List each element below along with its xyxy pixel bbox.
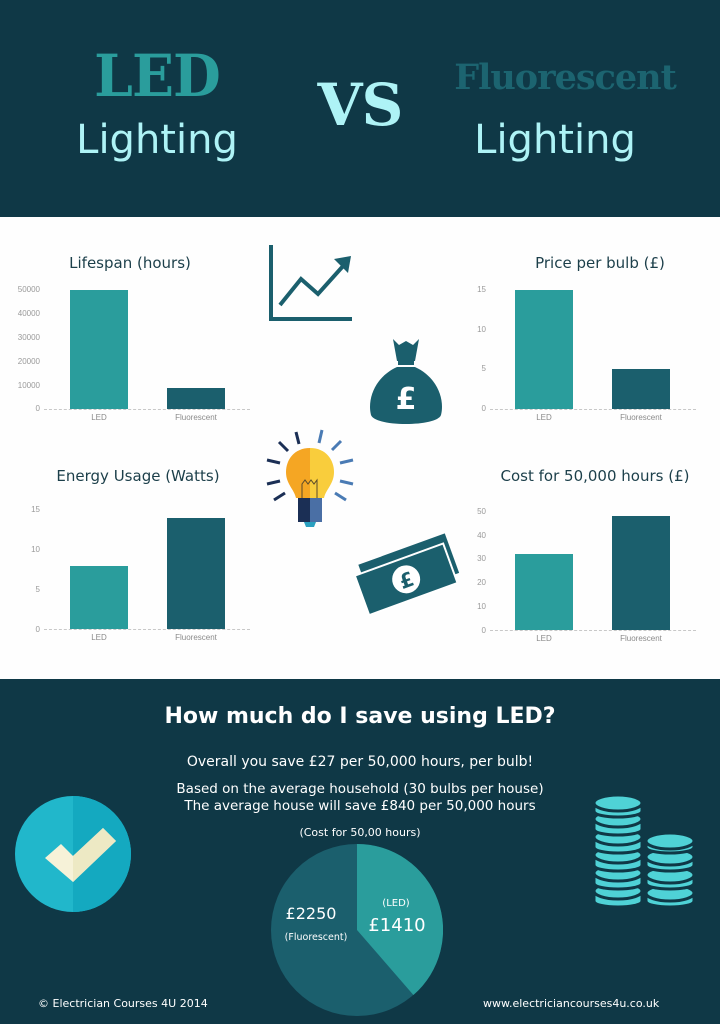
bar-led: [70, 566, 128, 629]
x-axis-baseline: [490, 630, 696, 631]
light-bulb-icon: [266, 429, 354, 527]
chart-title: Cost for 50,000 hours (£): [500, 467, 690, 485]
bar-fluorescent: [167, 518, 225, 629]
x-axis-baseline: [44, 629, 250, 630]
x-axis-baseline: [44, 409, 250, 410]
y-tick: 40000: [17, 309, 40, 318]
x-label-led: LED: [91, 633, 107, 642]
x-label-fluorescent: Fluorescent: [620, 413, 662, 422]
x-axis-baseline: [490, 409, 696, 410]
y-tick: 10: [31, 545, 40, 554]
header-banner: [0, 0, 720, 217]
y-tick: 50: [477, 507, 486, 516]
y-tick: 10000: [17, 381, 40, 390]
y-tick: 0: [35, 625, 40, 634]
x-label-led: LED: [91, 413, 107, 422]
bar-fluorescent: [612, 369, 670, 409]
chart-title: Lifespan (hours): [69, 254, 191, 272]
y-tick: 15: [31, 505, 40, 514]
energy-usage-chart: Energy Usage (Watts) 15 10 5 0 LED Fluor…: [0, 455, 260, 650]
y-tick: 50000: [17, 285, 40, 294]
x-label-led: LED: [536, 413, 552, 422]
pie-caption: (Cost for 50,00 hours): [299, 826, 421, 839]
y-tick: 0: [481, 626, 486, 635]
household-total-line: The average house will save £840 per 50,…: [184, 798, 536, 814]
led-title: LED: [94, 42, 221, 110]
pound-money-bag-icon: £: [370, 339, 442, 424]
chart-title: Energy Usage (Watts): [56, 467, 220, 485]
y-tick: 30000: [17, 333, 40, 342]
savings-heading: How much do I save using LED?: [164, 704, 556, 729]
checkmark-circle-icon: [15, 796, 131, 912]
y-tick: 0: [481, 404, 486, 413]
copyright-text: © Electrician Courses 4U 2014: [38, 997, 208, 1010]
y-tick: 30: [477, 554, 486, 563]
y-tick: 15: [477, 285, 486, 294]
pound-banknotes-icon: £: [353, 533, 460, 617]
cost-chart: Cost for 50,000 hours (£) 50 40 30 20 10…: [460, 455, 720, 650]
line-chart-up-icon: [269, 245, 352, 321]
y-tick: 20: [477, 578, 486, 587]
y-tick: 0: [35, 404, 40, 413]
x-label-fluorescent: Fluorescent: [175, 413, 217, 422]
y-tick: 40: [477, 531, 486, 540]
savings-per-bulb-text: Overall you save £27 per 50,000 hours, p…: [186, 754, 534, 770]
household-basis-line: Based on the average household (30 bulbs…: [176, 781, 544, 797]
chart-title: Price per bulb (£): [535, 254, 665, 272]
pie-slice-led: [357, 844, 443, 995]
x-label-led: LED: [536, 634, 552, 643]
pie-label-led: (LED): [382, 898, 410, 909]
pie-label-led-value: £1410: [368, 915, 426, 936]
bar-led: [515, 554, 573, 630]
website-link[interactable]: www.electriciancourses4u.co.uk: [483, 997, 660, 1010]
price-chart: Price per bulb (£) 15 10 5 0 LED Fluores…: [460, 240, 720, 430]
coin-stacks-icon: [592, 793, 696, 909]
pie-label-fluorescent-value: £2250: [285, 904, 337, 923]
fluorescent-title: Fluorescent: [454, 57, 677, 98]
lifespan-chart: Lifespan (hours) 50000 40000 30000 20000…: [0, 240, 260, 430]
y-tick: 10: [477, 325, 486, 334]
bar-fluorescent: [167, 388, 225, 409]
y-tick: 10: [477, 602, 486, 611]
x-label-fluorescent: Fluorescent: [175, 633, 217, 642]
fluorescent-subtitle: Lighting: [474, 117, 636, 163]
x-label-fluorescent: Fluorescent: [620, 634, 662, 643]
pie-label-fluorescent: (Fluorescent): [284, 932, 348, 943]
y-tick: 5: [35, 585, 40, 594]
vs-label: VS: [317, 71, 404, 139]
y-tick: 5: [481, 364, 486, 373]
led-subtitle: Lighting: [76, 117, 238, 163]
cost-pie-chart: [271, 844, 443, 1016]
bar-led: [515, 290, 573, 409]
bar-fluorescent: [612, 516, 670, 630]
household-savings-text: Based on the average household (30 bulbs…: [0, 781, 720, 815]
y-tick: 20000: [17, 357, 40, 366]
svg-text:£: £: [396, 382, 417, 417]
bar-led: [70, 290, 128, 409]
